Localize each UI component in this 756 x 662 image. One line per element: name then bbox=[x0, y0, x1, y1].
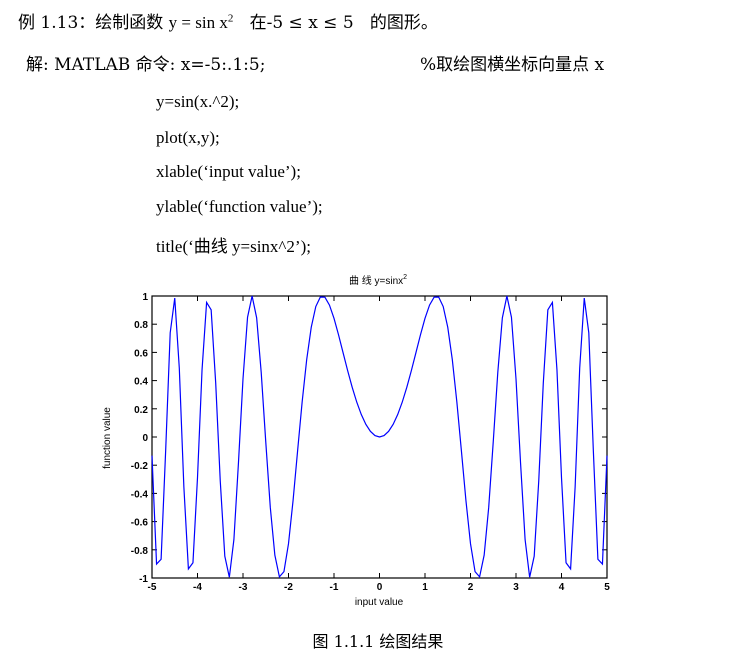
code-line: plot(x,y); bbox=[156, 128, 220, 147]
x-tick-label: 3 bbox=[513, 582, 519, 593]
plot-figure: 曲 线 y=sinx2 -5 -4 -3 -2 -1 0 1 2 3 4 5 1 0.8 0.6 0.4 0.… bbox=[102, 274, 610, 608]
x-tick-label: 5 bbox=[604, 582, 610, 593]
y-tick-label: -0.4 bbox=[131, 489, 149, 500]
x-tick-label: -5 bbox=[148, 582, 157, 593]
example-heading: 例 1.13：绘制函数 y = sin x2 在-5 ≤ x ≤ 5 的图形。 bbox=[18, 8, 438, 33]
code-line: y=sin(x.^2); bbox=[156, 92, 240, 111]
series-line bbox=[151, 295, 608, 579]
y-tick-label: 1 bbox=[142, 292, 148, 303]
x-tick-label: 2 bbox=[468, 582, 474, 593]
y-axis-label: function value bbox=[102, 407, 113, 469]
y-tick-label: -0.8 bbox=[131, 546, 149, 557]
solution-line: 解: MATLAB 命令: x=-5:.1:5; bbox=[26, 50, 265, 75]
y-tick-label: 0.8 bbox=[134, 320, 148, 331]
figure-caption: 图 1.1.1 绘图结果 bbox=[312, 632, 444, 651]
x-tick-label: -4 bbox=[193, 582, 202, 593]
solution-label: 解: MATLAB 命令: x=-5:.1:5; bbox=[26, 55, 266, 75]
example-prefix: 例 1.13：绘制函数 bbox=[18, 13, 164, 33]
solution-comment: %取绘图横坐标向量点 x bbox=[420, 55, 605, 75]
x-tick-label: -2 bbox=[284, 582, 293, 593]
code-line: ylable(‘function value’); bbox=[156, 197, 323, 216]
y-tick-label: -0.6 bbox=[131, 518, 149, 529]
range-expression: 在-5 ≤ x ≤ 5 bbox=[249, 13, 354, 33]
code-line: xlable(‘input value’); bbox=[156, 162, 301, 181]
x-tick-label: -3 bbox=[239, 582, 248, 593]
x-tick-label: -1 bbox=[330, 582, 339, 593]
chart-title: 曲 线 y=sinx2 bbox=[349, 274, 407, 287]
y-tick-label: -0.2 bbox=[131, 461, 149, 472]
axis-ticks: -5 -4 -3 -2 -1 0 1 2 3 4 5 1 0.8 0.6 0.4 0.2 0 -0.2 -0.4 -0… bbox=[131, 292, 610, 593]
x-tick-label: 4 bbox=[559, 582, 565, 593]
y-tick-label: 0.2 bbox=[134, 405, 148, 416]
x-tick-label: 0 bbox=[377, 582, 383, 593]
y-tick-label: 0.4 bbox=[134, 377, 148, 388]
x-axis-label: input value bbox=[355, 597, 404, 608]
x-tick-label: 1 bbox=[422, 582, 428, 593]
function-expression: y = sin x2 bbox=[168, 12, 234, 32]
example-suffix: 的图形。 bbox=[369, 13, 438, 33]
y-tick-label: -1 bbox=[139, 574, 148, 585]
code-line: title(‘曲线 y=sinx^2’); bbox=[156, 237, 311, 256]
y-tick-label: 0.6 bbox=[134, 348, 148, 359]
y-tick-label: 0 bbox=[142, 433, 148, 444]
